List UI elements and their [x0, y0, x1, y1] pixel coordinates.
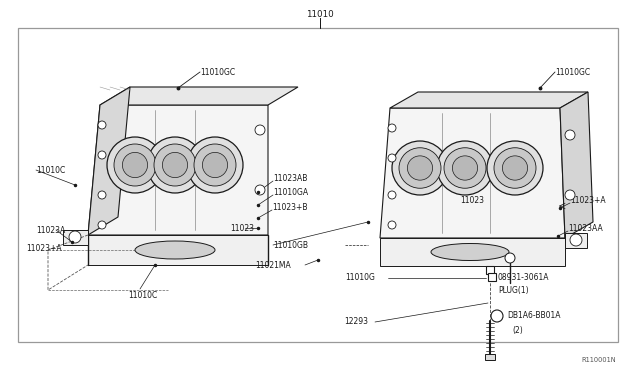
Circle shape — [98, 221, 106, 229]
Polygon shape — [565, 233, 587, 248]
Circle shape — [388, 221, 396, 229]
Text: B: B — [495, 314, 499, 318]
Ellipse shape — [431, 244, 509, 260]
Ellipse shape — [444, 148, 486, 188]
Text: 11023A: 11023A — [36, 225, 65, 234]
Text: R110001N: R110001N — [581, 357, 616, 363]
Ellipse shape — [408, 156, 433, 180]
Circle shape — [98, 121, 106, 129]
Circle shape — [98, 151, 106, 159]
Circle shape — [69, 231, 81, 243]
Ellipse shape — [114, 144, 156, 186]
Ellipse shape — [392, 141, 448, 195]
Bar — [485, 354, 495, 360]
Text: (2): (2) — [512, 326, 523, 334]
Text: 11023AA: 11023AA — [568, 224, 603, 232]
Circle shape — [255, 185, 265, 195]
Bar — [18, 28, 618, 342]
Text: PLUG(1): PLUG(1) — [498, 285, 529, 295]
Ellipse shape — [154, 144, 196, 186]
Circle shape — [255, 125, 265, 135]
Text: 11010GC: 11010GC — [200, 67, 235, 77]
Text: 11010C: 11010C — [128, 291, 157, 299]
Circle shape — [505, 253, 515, 263]
Ellipse shape — [135, 241, 215, 259]
Text: 11021MA: 11021MA — [255, 260, 291, 269]
Circle shape — [491, 310, 503, 322]
Text: 11010C: 11010C — [36, 166, 65, 174]
Ellipse shape — [147, 137, 203, 193]
Polygon shape — [100, 87, 298, 105]
Polygon shape — [63, 230, 88, 245]
Ellipse shape — [163, 153, 188, 177]
Polygon shape — [88, 235, 268, 265]
Circle shape — [98, 191, 106, 199]
Text: 11023: 11023 — [230, 224, 254, 232]
Ellipse shape — [399, 148, 441, 188]
Ellipse shape — [494, 148, 536, 188]
Text: 08931-3061A: 08931-3061A — [498, 273, 550, 282]
Polygon shape — [380, 108, 565, 238]
Polygon shape — [560, 92, 593, 238]
Ellipse shape — [187, 137, 243, 193]
Ellipse shape — [452, 156, 477, 180]
Circle shape — [565, 130, 575, 140]
Ellipse shape — [487, 141, 543, 195]
Text: 11023AB: 11023AB — [273, 173, 307, 183]
Circle shape — [388, 124, 396, 132]
Ellipse shape — [502, 156, 527, 180]
Circle shape — [388, 191, 396, 199]
Ellipse shape — [437, 141, 493, 195]
Circle shape — [388, 154, 396, 162]
Bar — [486, 266, 494, 274]
Text: 11023+A: 11023+A — [26, 244, 61, 253]
Polygon shape — [88, 87, 130, 235]
Text: 11023+B: 11023+B — [272, 202, 307, 212]
Ellipse shape — [194, 144, 236, 186]
Text: 11010GB: 11010GB — [273, 241, 308, 250]
Bar — [488, 273, 496, 281]
Circle shape — [570, 234, 582, 246]
Polygon shape — [88, 105, 268, 235]
Ellipse shape — [122, 153, 148, 177]
Text: DB1A6-BB01A: DB1A6-BB01A — [507, 311, 561, 321]
Circle shape — [565, 190, 575, 200]
Text: 11023+A: 11023+A — [570, 196, 605, 205]
Ellipse shape — [107, 137, 163, 193]
Text: 11010GA: 11010GA — [273, 187, 308, 196]
Text: 11023: 11023 — [460, 196, 484, 205]
Text: 11010G: 11010G — [345, 273, 375, 282]
Text: 11010: 11010 — [306, 10, 334, 19]
Polygon shape — [380, 238, 565, 266]
Ellipse shape — [202, 153, 228, 177]
Text: 11010GC: 11010GC — [555, 67, 590, 77]
Text: 12293: 12293 — [344, 317, 368, 327]
Polygon shape — [390, 92, 588, 108]
